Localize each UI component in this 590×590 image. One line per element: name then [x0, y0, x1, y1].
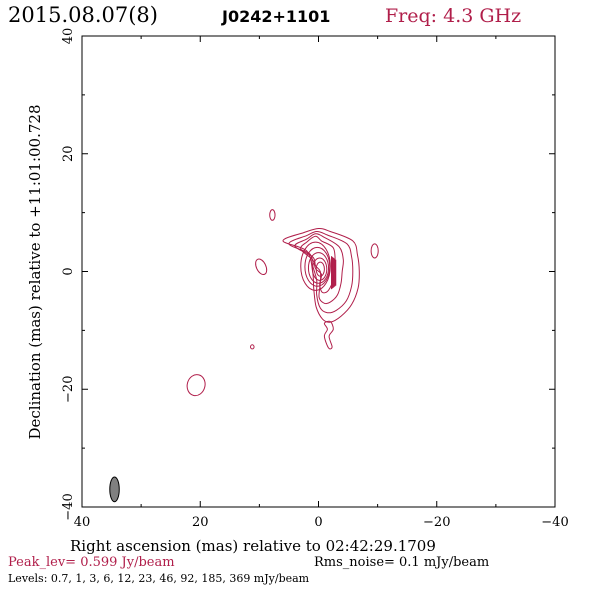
contour-blob — [269, 209, 276, 221]
x-tick-label: −40 — [541, 515, 568, 530]
contour-level-core — [304, 246, 331, 287]
y-tick-label: −20 — [61, 376, 76, 403]
contour-level-outer — [282, 227, 360, 323]
x-tick-label: −20 — [423, 515, 450, 530]
x-tick-label: 40 — [74, 515, 91, 530]
header-date: 2015.08.07(8) — [8, 3, 158, 27]
contour-tail — [323, 320, 334, 350]
contour-level-core — [312, 257, 328, 281]
contour-level-core — [307, 252, 330, 284]
contour-level-core — [300, 241, 331, 291]
contour-layer — [186, 209, 379, 397]
beam-ellipse — [109, 476, 120, 503]
contour-blob — [186, 374, 206, 397]
x-axis-label: Right ascension (mas) relative to 02:42:… — [70, 537, 436, 555]
header-frequency: Freq: 4.3 GHz — [385, 5, 521, 27]
contour-level-core — [315, 261, 325, 277]
contour-levels: Levels: 0.7, 1, 3, 6, 12, 23, 46, 92, 18… — [8, 572, 310, 585]
beam-layer — [109, 476, 120, 503]
y-tick-label: −40 — [61, 493, 76, 520]
contour-blob — [370, 243, 379, 259]
y-tick-label: 40 — [61, 28, 76, 45]
y-tick-label: 0 — [61, 267, 76, 275]
y-axis-label: Declination (mas) relative to +11:01:00.… — [26, 104, 44, 439]
peak-level: Peak_lev= 0.599 Jy/beam — [8, 555, 175, 570]
axis-ticks — [81, 35, 556, 508]
contour-blob — [250, 344, 255, 350]
contour-level-outer — [288, 230, 354, 314]
header-source: J0242+1101 — [221, 7, 330, 26]
y-tick-label: 20 — [61, 145, 76, 162]
contour-level-outer — [294, 233, 344, 305]
x-tick-label: 0 — [314, 515, 322, 530]
contour-blob — [255, 258, 268, 276]
x-tick-label: 20 — [192, 515, 209, 530]
rms-noise: Rms_noise= 0.1 mJy/beam — [314, 555, 489, 570]
